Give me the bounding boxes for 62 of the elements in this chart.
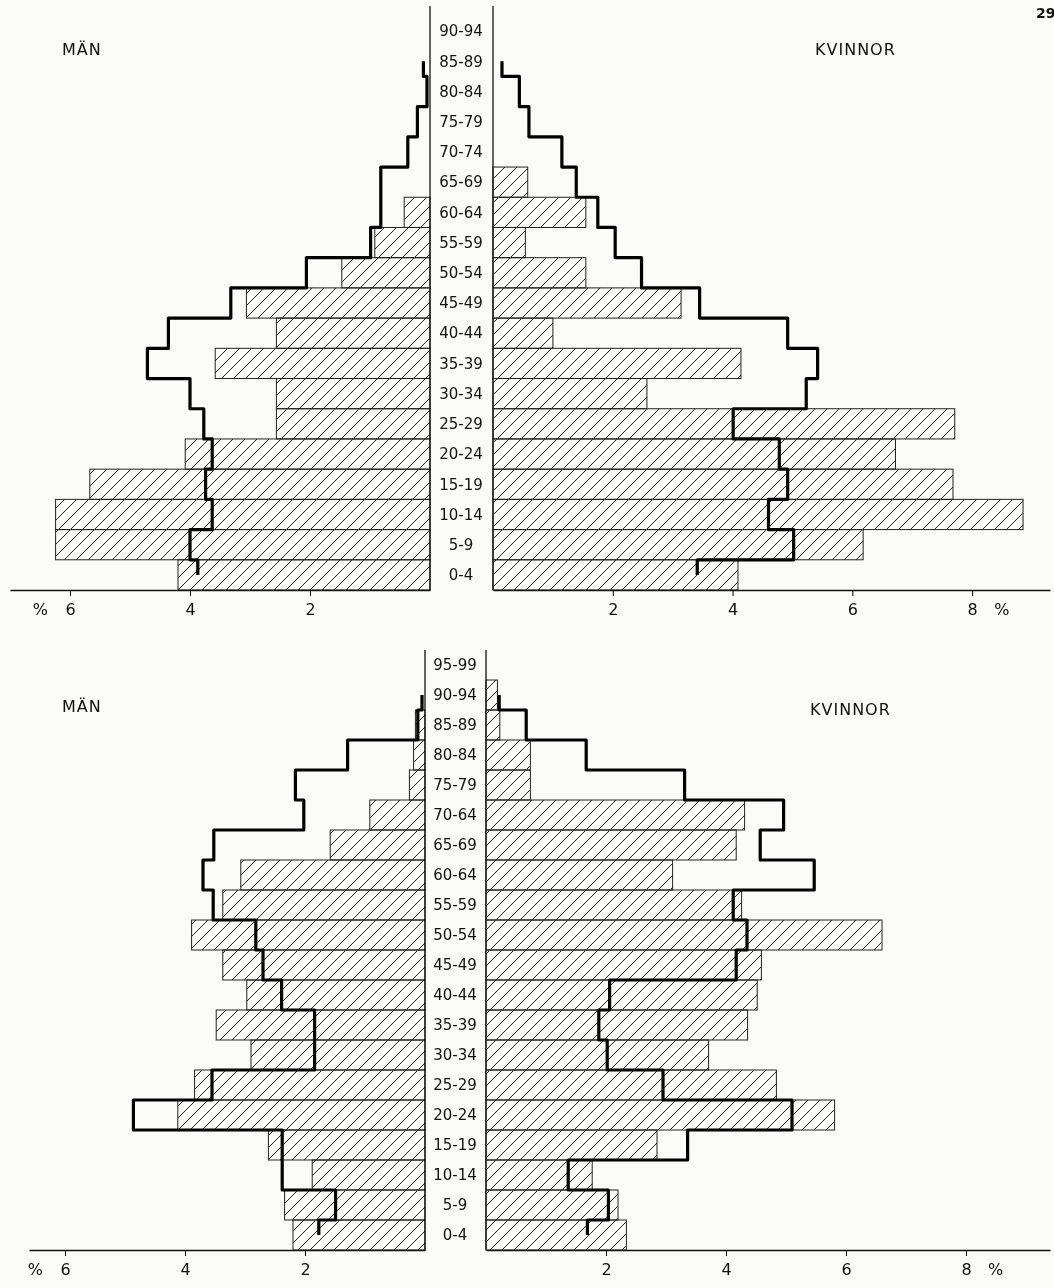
- y-tick-label: 70-74: [439, 143, 483, 162]
- x-tick-label: 6: [847, 600, 858, 619]
- y-tick-label: 15-19: [433, 1136, 477, 1155]
- y-tick-label: 95-99: [433, 656, 477, 675]
- text: KVINNOR: [810, 700, 891, 719]
- x-tick-label: 6: [841, 1260, 852, 1279]
- y-tick-label: 75-79: [439, 112, 483, 131]
- y-tick-label: 10-14: [433, 1166, 477, 1185]
- x-tick-label: 2: [305, 600, 316, 619]
- y-tick-label: 50-54: [433, 926, 477, 945]
- y-tick-label: 50-54: [439, 264, 483, 283]
- y-tick-label: 15-19: [439, 475, 483, 494]
- y-tick-label: 5-9: [448, 535, 474, 554]
- x-tick-label: 6: [60, 1260, 71, 1279]
- x-tick-label: 4: [721, 1260, 732, 1279]
- y-tick-label: 45-49: [439, 294, 483, 313]
- x-tick-label: 4: [185, 600, 196, 619]
- text: MÄN: [62, 697, 102, 716]
- x-tick-label: 2: [601, 1260, 612, 1279]
- text: MÄN: [62, 40, 102, 59]
- y-tick-label: 40-44: [433, 986, 477, 1005]
- y-tick-label: 70-64: [433, 806, 477, 825]
- y-tick-label: 5-9: [442, 1196, 468, 1215]
- x-axis-title: %: [988, 1260, 1004, 1279]
- y-tick-label: 60-64: [433, 866, 477, 885]
- x-axis-title: %: [994, 600, 1010, 619]
- y-tick-label: 60-64: [439, 203, 483, 222]
- y-tick-label: 40-44: [439, 324, 483, 343]
- y-tick-label: 85-89: [433, 716, 477, 735]
- y-tick-label: 45-49: [433, 956, 477, 975]
- y-tick-label: 30-34: [433, 1046, 477, 1065]
- x-tick-label: 2: [608, 600, 619, 619]
- y-tick-label: 90-94: [439, 22, 483, 41]
- y-tick-label: 0-4: [442, 1226, 468, 1245]
- y-tick-label: 80-84: [433, 746, 477, 765]
- y-tick-label: 55-59: [433, 896, 477, 915]
- y-tick-label: 10-14: [439, 505, 483, 524]
- x-axis-title: %: [32, 600, 48, 619]
- y-tick-label: 90-94: [433, 686, 477, 705]
- y-tick-label: 75-79: [433, 776, 477, 795]
- y-tick-label: 80-84: [439, 82, 483, 101]
- y-tick-label: 20-24: [433, 1106, 477, 1125]
- x-tick-label: 8: [961, 1260, 972, 1279]
- x-tick-label: 6: [65, 600, 76, 619]
- annotation: 29: [1036, 5, 1054, 21]
- y-tick-label: 85-89: [439, 52, 483, 71]
- x-axis-title: %: [27, 1260, 43, 1279]
- y-tick-label: 0-4: [448, 566, 474, 585]
- y-tick-label: 25-29: [433, 1076, 477, 1095]
- y-tick-label: 55-59: [439, 233, 483, 252]
- y-tick-label: 65-69: [439, 173, 483, 192]
- y-tick-label: 30-34: [439, 384, 483, 403]
- y-tick-label: 20-24: [439, 445, 483, 464]
- y-tick-label: 25-29: [439, 415, 483, 434]
- x-tick-label: 8: [967, 600, 978, 619]
- x-tick-label: 2: [300, 1260, 311, 1279]
- y-tick-label: 35-39: [433, 1016, 477, 1035]
- y-tick-label: 35-39: [439, 354, 483, 373]
- x-tick-label: 4: [180, 1260, 191, 1279]
- y-tick-label: 65-69: [433, 836, 477, 855]
- x-tick-label: 4: [727, 600, 739, 619]
- text: KVINNOR: [815, 40, 896, 59]
